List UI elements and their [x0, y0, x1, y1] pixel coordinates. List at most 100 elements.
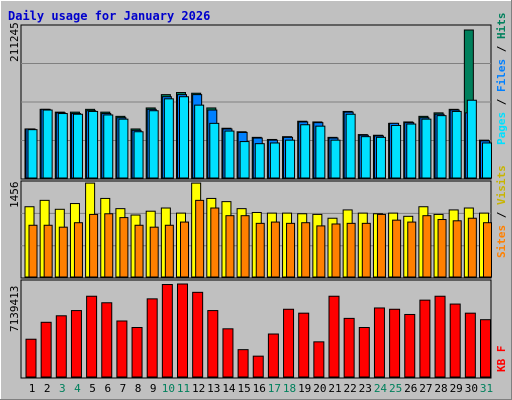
day-label: 24 [374, 382, 388, 395]
panel-hits-files-pages: 211245 [8, 22, 492, 180]
legend-bot: KB F [495, 346, 508, 373]
day-label: 10 [162, 382, 175, 395]
bar-sites [195, 199, 205, 278]
bar-pages [315, 125, 326, 179]
bar-sites [301, 222, 311, 278]
bar-pages [118, 118, 129, 179]
day-label: 27 [419, 382, 432, 395]
bar-sites [376, 213, 386, 278]
panel-top-bars [24, 29, 492, 179]
bar-sites [316, 225, 326, 278]
bar-kbytes [419, 299, 431, 378]
bar-kbytes [116, 320, 128, 378]
bar-kbytes [404, 313, 416, 378]
bar-kbytes [252, 355, 264, 378]
legend-sep-2: / [495, 39, 508, 59]
bar-pages [421, 118, 432, 179]
day-label: 21 [328, 382, 341, 395]
legend-visits: Visits [495, 165, 508, 205]
x-axis-day-labels: 1 2 3 4 5 6 7 8 9 10 11 12 13 14 15 16 17 18 19 20 21 22 23 24 2… [29, 382, 493, 395]
bar-pages [360, 136, 371, 179]
legend-sep-3: / [495, 205, 508, 225]
bar-pages [436, 115, 447, 179]
bar-pages [133, 131, 144, 179]
bar-sites [483, 222, 492, 278]
bar-pages [345, 113, 356, 179]
svg-text:Sites / Visits: Sites / Visits [495, 165, 508, 258]
bar-kbytes [449, 303, 461, 378]
bar-sites [270, 221, 280, 278]
legend-files: Files [495, 59, 508, 92]
bar-pages [209, 122, 220, 179]
bar-pages [406, 123, 417, 179]
day-label: 2 [44, 382, 51, 395]
day-label: 1 [29, 382, 36, 395]
bar-pages [224, 130, 235, 179]
bar-pages [300, 124, 311, 179]
day-label: 30 [465, 382, 478, 395]
bar-pages [72, 113, 83, 179]
bar-pages [179, 96, 189, 179]
day-label: 18 [283, 382, 296, 395]
bar-pages [482, 142, 492, 179]
bar-kbytes [70, 310, 82, 378]
y-max-label-mid: 1456 [8, 182, 21, 209]
day-label: 28 [434, 382, 447, 395]
bar-sites [58, 226, 68, 278]
day-label: 8 [135, 382, 142, 395]
bar-sites [164, 224, 174, 278]
bar-kbytes [131, 327, 143, 378]
bar-sites [210, 207, 220, 278]
bar-kbytes [86, 295, 98, 378]
bar-kbytes [177, 283, 188, 378]
bar-kbytes [101, 302, 113, 378]
bar-sites [452, 220, 462, 278]
bar-sites [149, 226, 159, 278]
bar-kbytes [222, 328, 234, 378]
day-label: 7 [120, 382, 127, 395]
panel-visits-sites: 1456 [8, 180, 492, 279]
bar-pages [451, 110, 462, 179]
day-label: 9 [150, 382, 157, 395]
bar-pages [103, 114, 114, 179]
bar-kbytes [328, 295, 340, 378]
bar-kbytes [40, 321, 52, 378]
chart-title: Daily usage for January 2026 [8, 9, 210, 23]
bar-kbytes [389, 308, 401, 378]
bar-kbytes [298, 312, 310, 378]
day-label: 14 [222, 382, 236, 395]
day-label: 20 [313, 382, 326, 395]
bar-kbytes [207, 310, 219, 378]
panel-kbytes: 7139413 [8, 279, 492, 379]
bar-sites [73, 222, 83, 278]
bar-pages [42, 109, 53, 179]
bar-sites [104, 213, 114, 278]
bar-pages [148, 110, 159, 179]
day-label: 25 [389, 382, 402, 395]
day-label: 17 [268, 382, 281, 395]
bar-kbytes [373, 307, 385, 378]
day-label: 19 [298, 382, 311, 395]
bar-sites [286, 222, 296, 278]
bar-kbytes [480, 319, 491, 378]
legend-top: Pages / Files / Hits [495, 13, 508, 146]
bar-sites [119, 217, 129, 278]
bar-pages [88, 110, 99, 179]
bar-kbytes [55, 315, 67, 378]
bar-sites [43, 224, 53, 278]
bar-pages [239, 141, 250, 179]
day-label: 29 [450, 382, 463, 395]
bar-pages [466, 99, 477, 179]
legend-mid: Sites / Visits [495, 165, 508, 258]
bar-pages [269, 142, 280, 179]
bar-kbytes [464, 312, 476, 378]
legend-kbytes: KB F [495, 346, 508, 373]
bar-sites [331, 223, 341, 278]
bar-pages [194, 104, 205, 179]
bar-sites [346, 222, 356, 278]
bar-sites [134, 224, 144, 278]
day-label: 3 [59, 382, 66, 395]
day-label: 12 [192, 382, 205, 395]
bar-kbytes [237, 349, 249, 378]
bar-pages [391, 124, 402, 179]
